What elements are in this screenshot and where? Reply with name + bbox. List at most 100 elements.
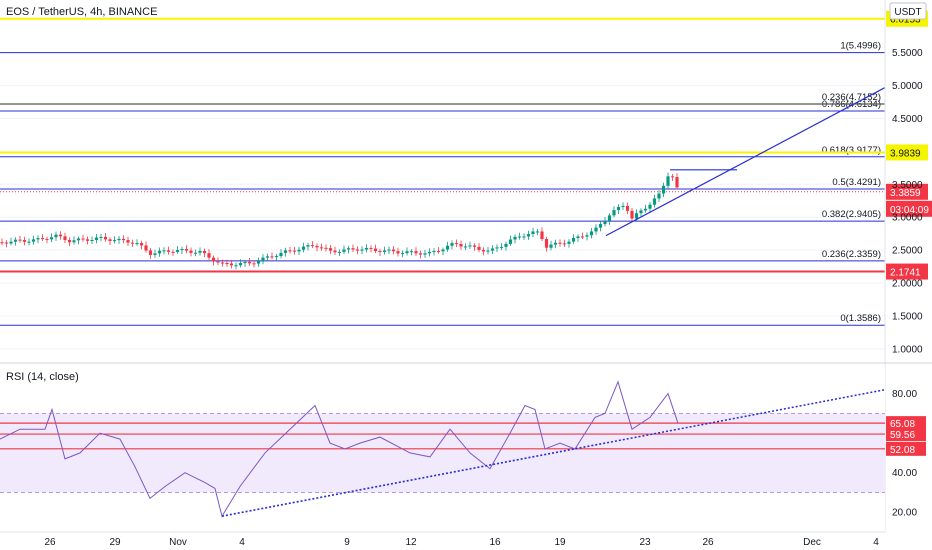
candle-body [54, 234, 58, 238]
candle-body [243, 261, 247, 264]
price-panel: 1(5.4996)0.786(4.6134)0.618(3.9177)0.5(3… [0, 0, 932, 532]
candle-body [364, 247, 369, 250]
fibonacci-levels: 1(5.4996)0.786(4.6134)0.618(3.9177)0.5(3… [0, 41, 885, 326]
trend-line[interactable] [605, 87, 886, 237]
candle-body [202, 251, 207, 254]
price-tick-label: 3.5000 [892, 180, 923, 191]
last-price-tag[interactable] [886, 183, 928, 200]
candle-body [135, 243, 139, 245]
level-tag[interactable] [886, 263, 928, 280]
candle-body [495, 247, 499, 249]
candle-body [351, 248, 355, 250]
countdown-tag[interactable] [886, 200, 932, 217]
candle-body [427, 251, 432, 254]
candle-body [499, 246, 504, 248]
candle-body [468, 245, 472, 247]
candle-body [180, 249, 184, 251]
price-trend-lines [605, 87, 886, 237]
price-tick-label: 1.5000 [892, 311, 923, 322]
candle-body [229, 263, 234, 266]
candle-body [306, 245, 310, 247]
rsi-level-tag[interactable] [886, 416, 926, 431]
candle-body [472, 245, 477, 247]
candle-body [283, 250, 288, 253]
currency-badge[interactable] [889, 2, 927, 20]
price-candles [0, 172, 679, 270]
rsi-band-fill [0, 413, 885, 493]
candle-body [117, 238, 121, 241]
candle-body [36, 238, 40, 240]
price-tick-label: 5.5000 [892, 48, 923, 59]
candle-body [607, 215, 612, 221]
candle-body [405, 251, 409, 254]
candle-body [211, 257, 216, 262]
candle-body [450, 243, 454, 246]
candle-body [423, 253, 427, 255]
candle-body [630, 210, 634, 219]
candle-body [463, 246, 468, 248]
rsi-trend-line[interactable] [221, 388, 886, 517]
rsi-level-tag[interactable] [886, 427, 926, 442]
candle-body [31, 239, 36, 242]
rsi-band [0, 413, 885, 493]
candle-body [40, 238, 45, 240]
candle-body [18, 239, 22, 241]
candle-body [297, 249, 301, 252]
candle-body [603, 220, 607, 225]
candle-body [459, 243, 463, 247]
candle-body [558, 242, 562, 244]
candle-body [121, 238, 126, 241]
candle-body [526, 234, 531, 237]
time-tick-label: 23 [639, 537, 651, 548]
rsi-series-line [0, 380, 679, 518]
candle-body [598, 224, 603, 228]
level-tag[interactable] [886, 144, 928, 161]
candle-body [441, 249, 445, 252]
candle-body [238, 263, 243, 266]
candle-body [67, 239, 72, 243]
candle-body [418, 253, 423, 255]
rsi-level-tag-label: 52.08 [890, 445, 915, 456]
candle-body [126, 240, 130, 243]
candle-body [184, 249, 189, 251]
candle-body [400, 253, 405, 255]
candle-body [166, 250, 171, 252]
candle-body [4, 242, 9, 244]
candle-body [189, 250, 193, 253]
candle-body [153, 253, 157, 255]
candle-body [648, 204, 652, 209]
candle-body [436, 251, 441, 253]
time-tick-label: 12 [405, 537, 417, 548]
rsi-tick-label: 20.00 [892, 508, 917, 519]
candle-body [72, 240, 76, 243]
time-tick-label: 26 [702, 537, 714, 548]
candle-body [639, 210, 643, 214]
candle-body [513, 236, 517, 240]
rsi-plot-area[interactable] [0, 364, 885, 532]
candle-body [342, 249, 346, 252]
candle-body [585, 235, 589, 237]
price-tick-label: 2.5000 [892, 246, 923, 257]
price-plot-area[interactable] [0, 0, 885, 362]
rsi-level-tag[interactable] [886, 441, 926, 456]
candle-body [207, 253, 211, 258]
candle-body [310, 245, 315, 247]
candle-body [265, 256, 270, 258]
candle-body [234, 265, 238, 267]
candle-body [319, 247, 324, 249]
rsi-title: RSI (14, close) [6, 371, 79, 383]
time-axis[interactable]: 26 29 Nov 4 9 12 16 19 23 26 Dec 4 [0, 531, 885, 548]
fib-level-label: 0.5(3.4291) [832, 177, 881, 188]
candle-body [661, 185, 666, 194]
horizontal-levels: 6.0153 3.9839 2.1741 3.3859 03:04:09 [0, 10, 932, 280]
candle-body [612, 210, 616, 216]
fib-level-label: 0.382(2.9405) [822, 209, 881, 220]
level-tag-label: 3.9839 [890, 148, 921, 159]
candle-body [360, 249, 364, 251]
candle-body [562, 243, 567, 245]
candle-body [621, 205, 625, 207]
candle-body [540, 231, 544, 240]
candle-body [90, 239, 94, 241]
